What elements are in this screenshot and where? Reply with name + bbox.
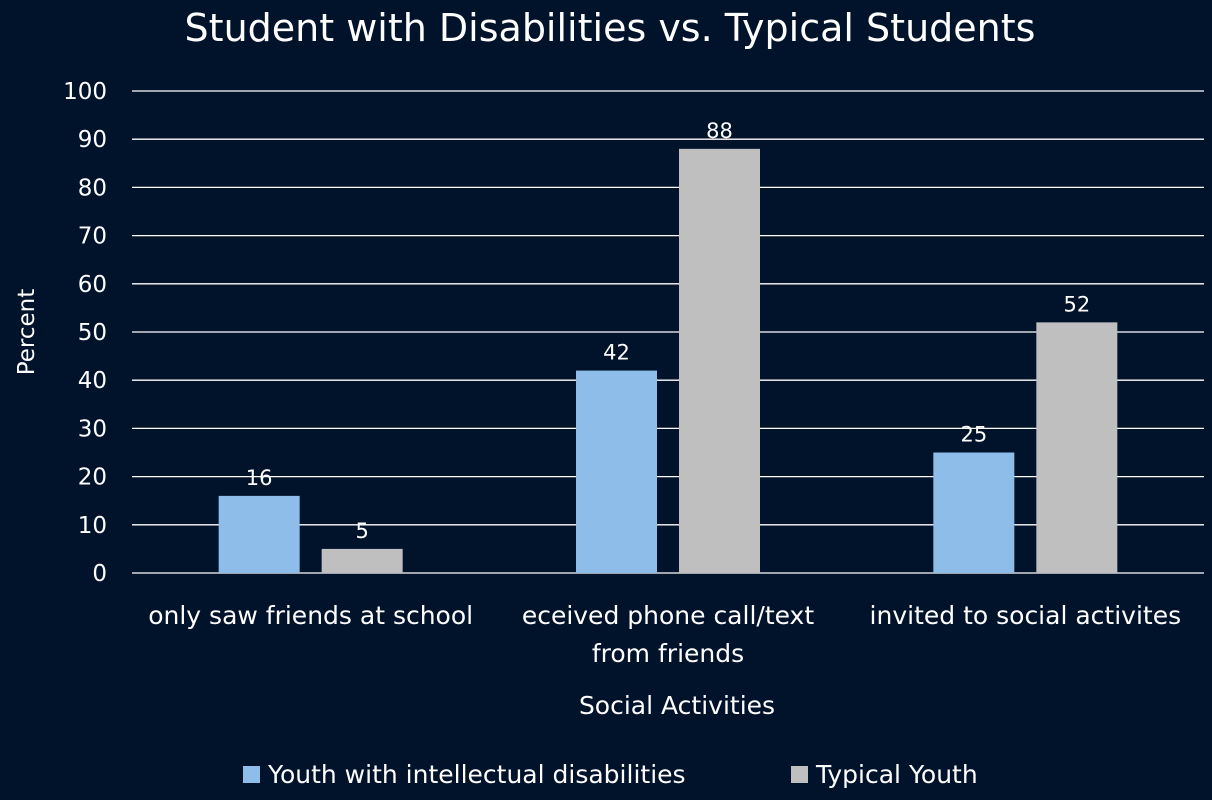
bar-typical-2 <box>1036 322 1118 573</box>
y-axis-title: Percent <box>14 289 40 376</box>
legend-label: Typical Youth <box>815 760 978 789</box>
data-label: 25 <box>960 423 987 447</box>
category-label: only saw friends at school <box>148 601 473 630</box>
y-axis-tick-labels: 0 10 20 30 40 50 60 70 80 90 100 <box>63 79 107 587</box>
y-tick-label: 10 <box>78 513 107 539</box>
x-axis-category-labels: only saw friends at school eceived phone … <box>148 601 1181 668</box>
y-tick-label: 50 <box>78 320 107 346</box>
y-tick-label: 100 <box>63 79 107 105</box>
bar-disabilities-2 <box>933 452 1015 573</box>
category-label: invited to social activites <box>870 601 1182 630</box>
y-tick-label: 30 <box>78 416 107 442</box>
bar-disabilities-1 <box>576 370 657 573</box>
data-labels: 16 5 42 88 25 52 <box>246 119 1090 543</box>
chart-title: Student with Disabilities vs. Typical St… <box>185 6 1036 50</box>
legend-swatch <box>791 766 808 783</box>
bar-typical-1 <box>679 148 760 573</box>
gridlines <box>132 90 1204 574</box>
y-tick-label: 0 <box>92 561 107 587</box>
y-tick-label: 70 <box>78 224 107 250</box>
data-label: 88 <box>706 119 733 143</box>
legend-label: Youth with intellectual disabilities <box>267 760 686 789</box>
category-label: eceived phone call/text <box>522 601 815 630</box>
data-label: 52 <box>1063 292 1090 316</box>
legend: Youth with intellectual disabilities Typi… <box>243 760 978 789</box>
y-tick-label: 90 <box>78 127 107 153</box>
bar-typical-0 <box>321 548 403 573</box>
data-label: 42 <box>603 341 630 365</box>
y-tick-label: 20 <box>78 465 107 491</box>
category-label: from friends <box>592 639 744 668</box>
legend-swatch <box>243 766 260 783</box>
data-label: 5 <box>355 519 368 543</box>
y-tick-label: 40 <box>78 368 107 394</box>
bars <box>218 148 1118 573</box>
bar-disabilities-0 <box>218 495 300 573</box>
y-tick-label: 80 <box>78 175 107 201</box>
data-label: 16 <box>246 466 273 490</box>
y-tick-label: 60 <box>78 272 107 298</box>
x-axis-title: Social Activities <box>579 691 775 720</box>
